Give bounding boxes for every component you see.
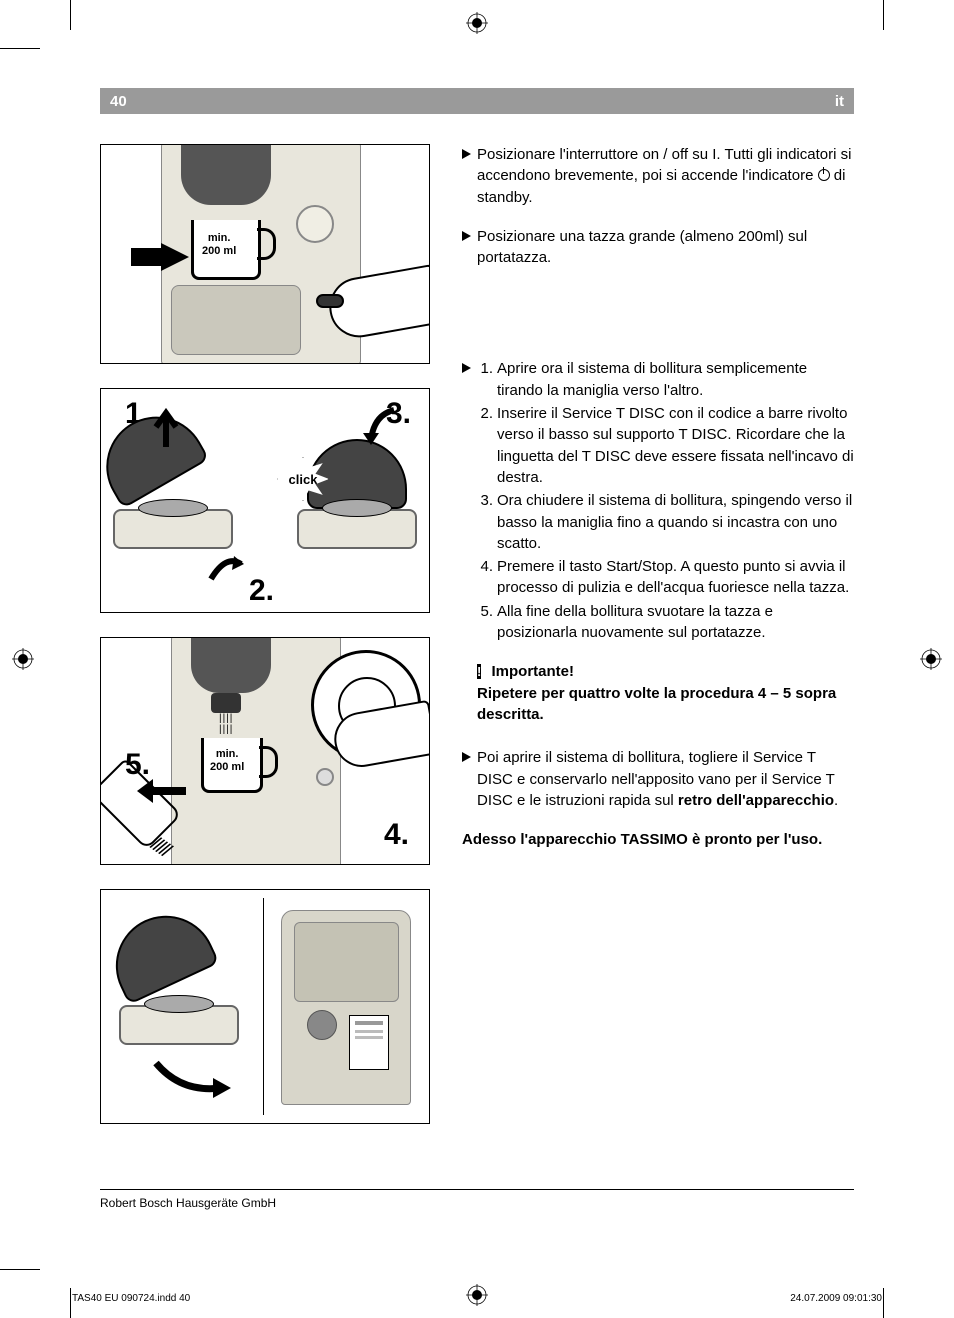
switch-icon (316, 294, 344, 308)
list-number: 1. (477, 358, 493, 401)
instruction-bullet: Poi aprire il sistema di bollitura, togl… (462, 747, 854, 811)
water-drops-icon: |||||||| (219, 713, 233, 735)
numbered-list: 1. Aprire ora il sistema di bollitura se… (462, 358, 854, 643)
standby-icon (818, 169, 830, 181)
print-footer: TAS40 EU 090724.indd 40 24.07.2009 09:01… (70, 1293, 884, 1304)
registration-mark-icon (466, 12, 488, 34)
instruction-text: Posizionare una tazza grande (almeno 200… (477, 226, 854, 269)
triangle-bullet-icon (462, 363, 471, 373)
step-number-4: 4. (384, 818, 409, 852)
page-content: 40 it min. 200 ml (70, 48, 884, 1270)
registration-mark-icon (920, 648, 942, 670)
cup-volume-label: 200 ml (202, 245, 236, 257)
arrow-up-icon (151, 403, 181, 447)
crop-mark (0, 48, 40, 49)
figure-1: min. 200 ml (100, 144, 430, 364)
print-datetime: 24.07.2009 09:01:30 (790, 1293, 882, 1304)
manual-card-icon (349, 1015, 389, 1070)
ready-statement: Adesso l'apparecchio TASSIMO è pronto pe… (462, 829, 854, 850)
page-header: 40 it (100, 88, 854, 114)
cup-min-label: min. (208, 232, 231, 244)
page-footer: Robert Bosch Hausgeräte GmbH (100, 1189, 854, 1210)
instruction-bold: retro dell'apparecchio (678, 792, 834, 809)
arrow-down-curve-icon (359, 405, 399, 449)
list-item-text: Premere il tasto Start/Stop. A questo pu… (497, 556, 854, 599)
figure-3: |||||||| 5. 4. min. 200 ml ///// (100, 637, 430, 865)
instruction-bullet: Posizionare una tazza grande (almeno 200… (462, 226, 854, 269)
instructions-column: Posizionare l'interruttore on / off su I… (462, 144, 854, 1124)
list-number: 3. (477, 490, 493, 554)
arrow-out-icon (141, 1053, 231, 1103)
registration-mark-icon (12, 648, 34, 670)
instruction-bullet: Posizionare l'interruttore on / off su I… (462, 144, 854, 208)
list-item-text: Ora chiudere il sistema di bollitura, sp… (497, 490, 854, 554)
language-code: it (835, 93, 844, 110)
arrow-icon (161, 243, 189, 271)
figure-4 (100, 889, 430, 1124)
content-columns: min. 200 ml 1. 3. 2. (100, 144, 854, 1124)
triangle-bullet-icon (462, 149, 471, 159)
arrow-curve-icon (206, 544, 246, 584)
list-number: 4. (477, 556, 493, 599)
print-file: TAS40 EU 090724.indd 40 (72, 1293, 190, 1304)
instruction-text: Posizionare l'interruttore on / off su I… (477, 146, 851, 184)
cup-volume-label: 200 ml (210, 761, 244, 773)
triangle-bullet-icon (462, 752, 471, 762)
important-label: Importante! (492, 663, 575, 680)
crop-mark (70, 0, 71, 30)
figures-column: min. 200 ml 1. 3. 2. (100, 144, 430, 1124)
step-number-2: 2. (249, 574, 274, 608)
crop-mark (883, 0, 884, 30)
list-number: 5. (477, 601, 493, 644)
exclamation-icon: ! (477, 664, 481, 679)
crop-mark (0, 1269, 40, 1270)
list-item-text: Aprire ora il sistema di bollitura sempl… (497, 358, 854, 401)
list-number: 2. (477, 403, 493, 488)
company-name: Robert Bosch Hausgeräte GmbH (100, 1196, 276, 1210)
page-number: 40 (110, 93, 127, 110)
instruction-text: . (834, 792, 838, 809)
cup-min-label: min. (216, 748, 239, 760)
disc-storage-icon (307, 1010, 337, 1040)
important-callout: ! Importante! Ripetere per quattro volte… (462, 661, 854, 725)
list-item-text: Inserire il Service T DISC con il codice… (497, 403, 854, 488)
important-text: Ripetere per quattro volte la procedura … (477, 685, 836, 723)
figure-2: 1. 3. 2. click (100, 388, 430, 613)
list-item-text: Alla fine della bollitura svuotare la ta… (497, 601, 854, 644)
triangle-bullet-icon (462, 231, 471, 241)
